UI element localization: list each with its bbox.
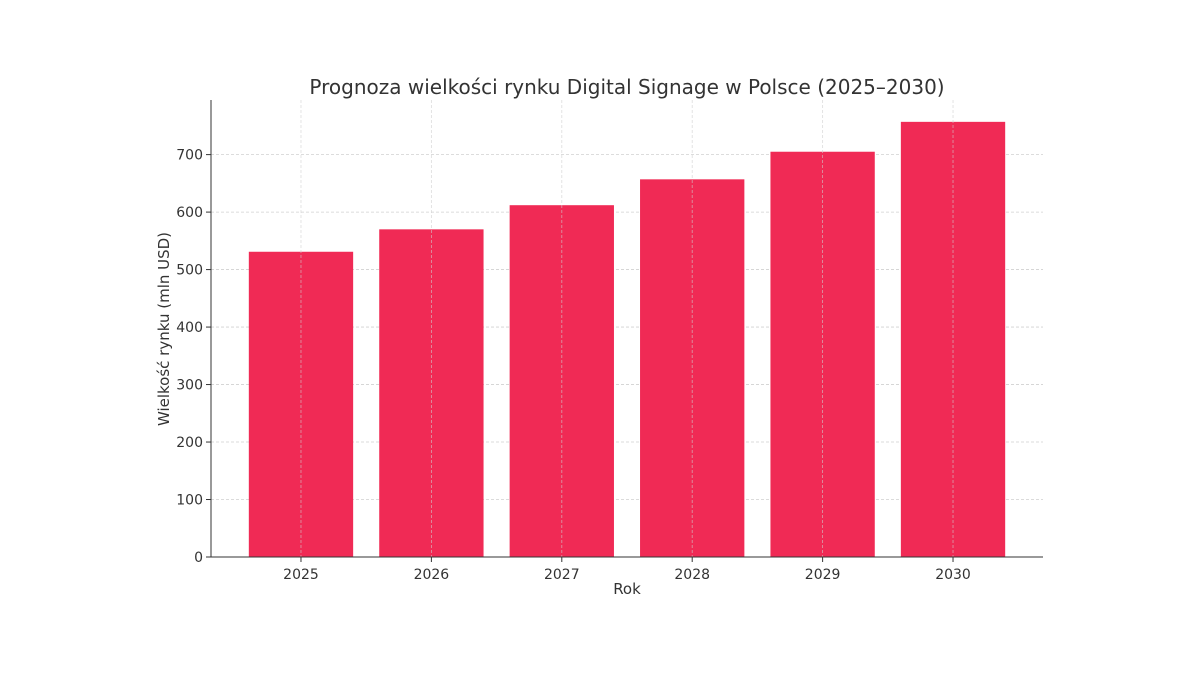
x-tick-label: 2029 [805,567,841,583]
y-tick-label: 300 [176,378,203,394]
x-tick-label: 2025 [283,567,319,583]
y-tick-label: 400 [176,320,203,336]
y-tick-label: 100 [176,493,203,509]
y-tick-label: 700 [176,148,203,164]
x-tick-label: 2026 [414,567,450,583]
y-tick-label: 600 [176,205,203,221]
x-axis-label: Rok [613,580,641,598]
y-tick-label: 200 [176,435,203,451]
y-tick-label: 500 [176,263,203,279]
bar-2029 [770,151,875,558]
chart-title: Prognoza wielkości rynku Digital Signage… [309,75,944,99]
bar-2030 [900,121,1006,557]
x-tick-label: 2028 [674,567,710,583]
x-tick-label: 2027 [544,567,580,583]
y-tick-label: 0 [194,550,203,566]
x-tick-label: 2030 [935,567,971,583]
y-axis-label: Wielkość rynku (mln USD) [155,232,173,426]
